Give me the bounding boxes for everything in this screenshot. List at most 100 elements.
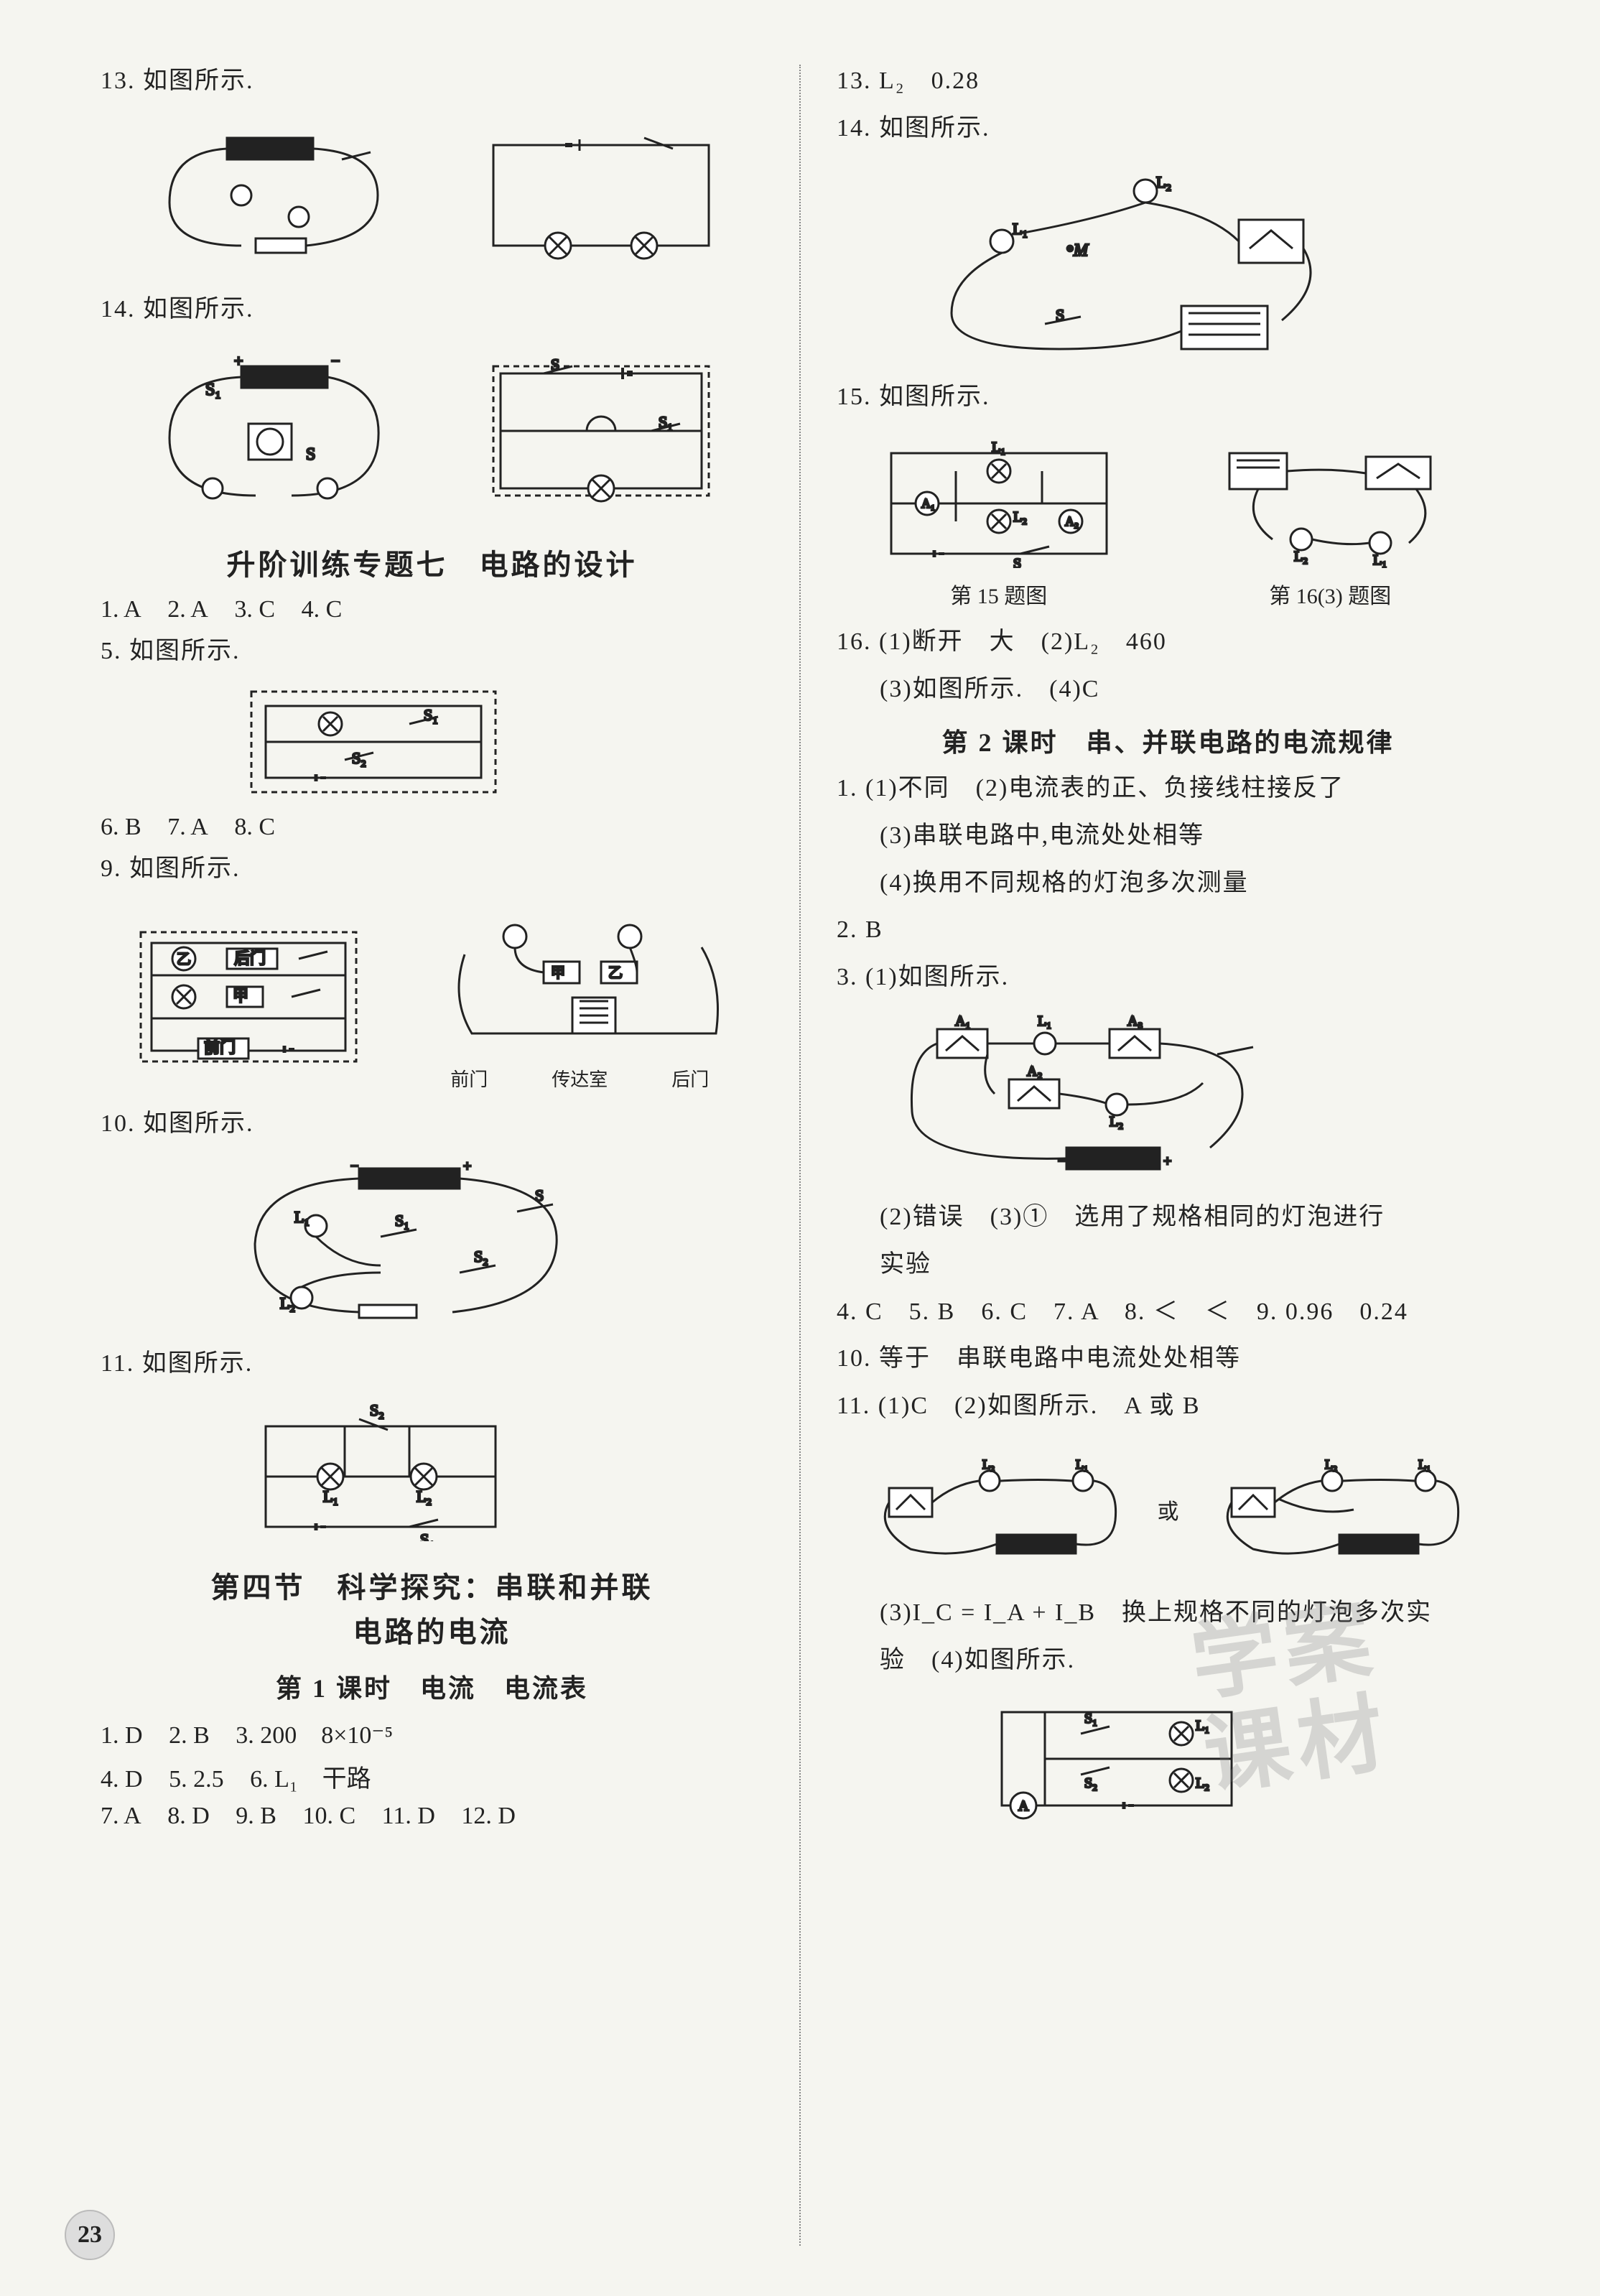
ans-8: 8. C bbox=[234, 814, 275, 840]
svg-text:A₂: A₂ bbox=[1065, 514, 1079, 529]
svg-text:L₂: L₂ bbox=[1110, 1114, 1123, 1130]
q13-diagrams bbox=[101, 113, 763, 277]
svg-text:+: + bbox=[1163, 1153, 1171, 1169]
l1-ans-4-6: 4. D 5. 2.5 6. L₁ 干路 bbox=[101, 1759, 763, 1794]
svg-text:乙: 乙 bbox=[177, 952, 191, 967]
svg-text:L₁: L₁ bbox=[1013, 220, 1028, 238]
l1a9: 9. B bbox=[236, 1803, 276, 1829]
svg-text:L₂: L₂ bbox=[1156, 173, 1171, 191]
r-q14: 14. 如图所示. bbox=[837, 108, 1499, 149]
svg-text:A₁: A₁ bbox=[955, 1013, 970, 1029]
svg-text:S₁: S₁ bbox=[424, 706, 438, 724]
q9-schematic: 乙 后门 甲 前门 bbox=[134, 915, 363, 1079]
svg-text:S: S bbox=[1013, 556, 1021, 568]
q16-block: L₂ L₁ 第 16(3) 题图 bbox=[1201, 429, 1459, 610]
svg-text:L₁: L₁ bbox=[1076, 1457, 1088, 1472]
section7-title: 升阶训练专题七 电路的设计 bbox=[101, 542, 763, 583]
circuit-sketch-icon bbox=[141, 124, 399, 267]
svg-text:后门: 后门 bbox=[234, 949, 266, 967]
q5-label: 5. 如图所示. bbox=[101, 631, 763, 672]
q11-diagrams: L₂ L₁ 或 L₂ L₁ bbox=[837, 1439, 1499, 1581]
svg-text:S₁: S₁ bbox=[395, 1212, 409, 1230]
svg-text:L₁: L₁ bbox=[323, 1487, 338, 1505]
q14-diagrams: + − S₁ S S bbox=[101, 342, 763, 520]
l2-q2: 2. B bbox=[837, 909, 1499, 951]
circuit-schematic-icon: S₁ S₂ bbox=[244, 684, 503, 799]
l1a7: 7. A bbox=[101, 1803, 141, 1829]
svg-text:L₁: L₁ bbox=[1038, 1013, 1051, 1029]
svg-text:A: A bbox=[1018, 1798, 1029, 1814]
svg-text:M: M bbox=[1073, 241, 1089, 260]
svg-text:L₁: L₁ bbox=[1373, 552, 1387, 568]
svg-text:S₁: S₁ bbox=[420, 1530, 434, 1541]
svg-text:A₂: A₂ bbox=[1027, 1064, 1042, 1079]
left-column: 13. 如图所示. bbox=[101, 57, 763, 2253]
l2-q1c: (4)换用不同规格的灯泡多次测量 bbox=[837, 863, 1499, 904]
svg-text:S₂: S₂ bbox=[370, 1401, 384, 1419]
svg-text:+: + bbox=[463, 1158, 471, 1174]
svg-text:L₂: L₂ bbox=[1294, 549, 1308, 564]
l1-ans-7-12: 7. A 8. D 9. B 10. C 11. D 12. D bbox=[101, 1803, 763, 1830]
label-qianmen: 前门 bbox=[450, 1065, 488, 1092]
answers-6-8: 6. B 7. A 8. C bbox=[101, 814, 763, 841]
l1a11: 11. D bbox=[382, 1803, 435, 1829]
q9-diagrams: 乙 后门 甲 前门 bbox=[101, 901, 763, 1092]
l1a6: 6. L₁ 干路 bbox=[250, 1766, 371, 1793]
svg-text:L₂: L₂ bbox=[982, 1457, 995, 1472]
l1a10: 10. C bbox=[302, 1803, 355, 1829]
r-q16b: (3)如图所示. (4)C bbox=[837, 669, 1499, 710]
svg-text:甲: 甲 bbox=[233, 987, 248, 1005]
circuit-sketch-icon: + − S₁ S bbox=[141, 352, 399, 510]
q9-sketch: 甲 乙 前门 传达室 后门 bbox=[429, 901, 730, 1092]
ans-6: 6. B bbox=[101, 814, 141, 840]
l1a12: 12. D bbox=[461, 1803, 516, 1829]
svg-text:A₁: A₁ bbox=[921, 496, 935, 511]
circuit-sketch-icon: L₂ L₁ bbox=[1201, 439, 1459, 568]
l2-q11b: (3)I_C = I_A + I_B 换上规格不同的灯泡多次实 bbox=[837, 1592, 1499, 1634]
l2-ans-4-9: 4. C 5. B 6. C 7. A 8. ＜ ＜ 9. 0.96 0.24 bbox=[837, 1291, 1499, 1333]
svg-text:L₁: L₁ bbox=[1418, 1457, 1431, 1472]
circuit-sketch-icon: A₁ L₁ A₃ A₂ L₂ − + bbox=[894, 1011, 1325, 1184]
svg-text:−: − bbox=[1058, 1153, 1066, 1169]
svg-text:L₂: L₂ bbox=[1196, 1775, 1209, 1791]
q10-label: 10. 如图所示. bbox=[101, 1103, 763, 1145]
q15-16-diagrams: L₁ A₁ L₂ A₂ S bbox=[837, 429, 1499, 610]
right-column: 13. L₂ 0.28 14. 如图所示. L₂ L₁ M S bbox=[837, 57, 1499, 2253]
ans-3: 3. C bbox=[234, 596, 275, 623]
l2-q10: 10. 等于 串联电路中电流处处相等 bbox=[837, 1338, 1499, 1380]
r-q15: 15. 如图所示. bbox=[837, 376, 1499, 418]
page-number: 23 bbox=[65, 2210, 115, 2260]
svg-text:S₂: S₂ bbox=[1084, 1775, 1097, 1791]
svg-text:S: S bbox=[535, 1186, 544, 1204]
circuit-sketch-icon: 甲 乙 bbox=[429, 911, 730, 1055]
svg-text:L₂: L₂ bbox=[1325, 1457, 1337, 1472]
svg-text:S₁: S₁ bbox=[205, 381, 221, 399]
circuit-schematic-icon: L₁ A₁ L₂ A₂ S bbox=[877, 439, 1121, 568]
svg-text:L₁: L₁ bbox=[294, 1208, 310, 1226]
l2-q1a: 1. (1)不同 (2)电流表的正、负接线柱接反了 bbox=[837, 768, 1499, 809]
cap15: 第 15 题图 bbox=[877, 578, 1121, 610]
column-divider bbox=[799, 65, 801, 2246]
l2-q3: 3. (1)如图所示. bbox=[837, 957, 1499, 998]
l2-q3c: 实验 bbox=[837, 1244, 1499, 1286]
q13-label: 13. 如图所示. bbox=[101, 60, 763, 102]
section4-title-1: 第四节 科学探究：串联和并联 bbox=[101, 1564, 763, 1606]
circuit-schematic-icon: S S₁ bbox=[479, 352, 723, 510]
svg-text:前门: 前门 bbox=[204, 1038, 236, 1056]
lesson2-title: 第 2 课时 串、并联电路的电流规律 bbox=[837, 722, 1499, 759]
q9-label: 9. 如图所示. bbox=[101, 848, 763, 890]
svg-text:L₂: L₂ bbox=[280, 1294, 295, 1312]
circuit-sketch-icon: L₂ L₁ bbox=[868, 1449, 1126, 1571]
circuit-schematic-icon: 乙 后门 甲 前门 bbox=[134, 925, 363, 1069]
l1a4: 4. D bbox=[101, 1766, 143, 1793]
l1a8: 8. D bbox=[167, 1803, 210, 1829]
q14-label: 14. 如图所示. bbox=[101, 289, 763, 330]
ans-4: 4. C bbox=[302, 596, 343, 623]
q11-label: 11. 如图所示. bbox=[101, 1343, 763, 1385]
l1a3: 3. 200 8×10⁻⁵ bbox=[236, 1722, 393, 1749]
cap16: 第 16(3) 题图 bbox=[1201, 578, 1459, 610]
circuit-schematic-icon: S₁ L₁ S₂ L₂ A bbox=[980, 1694, 1253, 1823]
circuit-sketch-icon: L₂ L₁ bbox=[1210, 1449, 1469, 1571]
ans-2: 2. A bbox=[167, 596, 208, 623]
ans-1: 1. A bbox=[101, 596, 141, 623]
